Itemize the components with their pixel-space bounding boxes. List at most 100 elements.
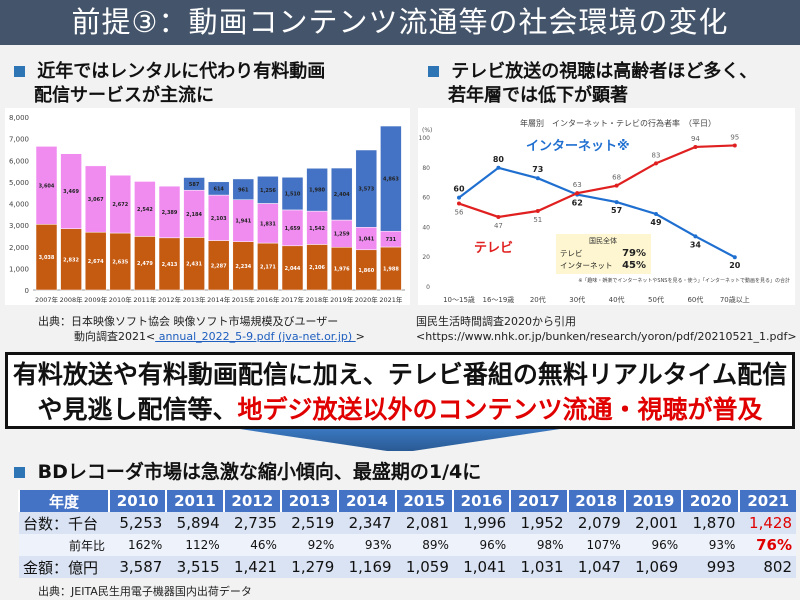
year-header: 2020 (681, 490, 740, 512)
year-header: 2011 (165, 490, 224, 512)
video-market-bar-chart: 0 1,000 2,000 3,000 4,000 5,000 6,000 7,000 8,00… (5, 108, 410, 305)
data-label: 94 (691, 135, 700, 143)
x-tick-label: 50代 (648, 295, 664, 304)
chart-title: 年層別 インターネット・テレビの行為者率 （平日） (520, 118, 716, 128)
year-header: 2017 (509, 490, 568, 512)
x-tick-label: 2012年 (158, 295, 182, 304)
data-label: 2,672 (112, 202, 128, 208)
data-label: 60 (453, 185, 465, 194)
y-tick-label: 20 (422, 254, 430, 261)
data-point (614, 183, 619, 188)
data-point (535, 176, 540, 181)
table-cell: 107% (567, 534, 625, 556)
x-tick-label: 2017年 (281, 295, 305, 304)
data-label: 2,404 (334, 192, 350, 198)
table-cell: 93% (338, 534, 396, 556)
x-tick-label: 2007年 (35, 295, 59, 304)
year-header: 2016 (451, 490, 511, 512)
x-tick-label: 2011年 (133, 295, 157, 304)
right-heading-line2: 若年層では低下が顕著 (448, 85, 628, 106)
x-tick-label: 60代 (687, 295, 703, 304)
data-label: 4,863 (383, 177, 399, 183)
x-tick-label: 2013年 (183, 295, 207, 304)
bullet-icon (14, 66, 25, 77)
bar-rental (35, 146, 58, 225)
bd-source: 出典：JEITA民生用電子機器国内出荷データ (38, 585, 252, 598)
right-heading: テレビ放送の視聴は高齢者ほど多く、 若年層では低下が顕著 (428, 60, 757, 108)
legend-tv: テレビ (474, 240, 513, 256)
left-heading-line2: 配信サービスが主流に (34, 85, 214, 106)
y-tick-label: 80 (422, 165, 430, 172)
table-cell: 1,059 (395, 556, 453, 578)
table-cell: 802 (739, 556, 796, 578)
annotation-value: 79% (622, 248, 646, 259)
bar-rental (109, 174, 132, 234)
legend-internet: インターネット※ (526, 139, 630, 154)
data-label: 1,980 (309, 188, 325, 194)
data-label: 3,038 (39, 255, 55, 261)
data-label: 3,067 (88, 197, 104, 203)
x-tick-label: 30代 (569, 295, 585, 304)
right-source: 国民生活時間調査2020から引用 <https://www.nhk.or.jp/… (416, 314, 797, 344)
data-label: 1,542 (309, 226, 325, 232)
slide-title: 前提③：動画コンテンツ流通等の社会環境の変化 (0, 0, 800, 45)
data-label: 2,431 (186, 262, 202, 268)
y-tick-label: 8,000 (9, 114, 29, 122)
data-label: 73 (532, 165, 543, 174)
annotation-label: インターネット (560, 261, 613, 270)
table-cell: 1,169 (338, 556, 396, 578)
data-label: 1,976 (334, 267, 350, 273)
y-tick-label: 3,000 (9, 222, 29, 230)
data-point (732, 255, 737, 260)
right-heading-line1: テレビ放送の視聴は高齢者ほど多く、 (451, 61, 758, 82)
data-label: 2,389 (162, 210, 178, 216)
data-point (693, 144, 698, 149)
table-cell: 1,041 (452, 556, 511, 578)
data-label: 1,988 (383, 267, 399, 273)
table-cell: 1,952 (510, 512, 568, 534)
bar-streaming (330, 167, 353, 221)
x-tick-label: 2021年 (379, 295, 403, 304)
y-tick-label: 1,000 (9, 265, 29, 273)
data-label: 80 (493, 155, 505, 164)
bar-streaming (380, 125, 402, 232)
data-label: 2,674 (88, 259, 104, 265)
right-source-line1: 国民生活時間調査2020から引用 (416, 315, 576, 328)
table-cell: 96% (624, 534, 683, 556)
x-tick-label: 2014年 (207, 295, 231, 304)
table-row: 前年比 162% 112% 46% 92% 93% 89% 96% 98% 107% 96% 93% 7… (19, 534, 796, 556)
y-tick-label: 40 (422, 224, 430, 231)
table-cell: 2,519 (280, 512, 339, 534)
data-label: 95 (730, 133, 739, 141)
right-source-line2: <https://www.nhk.or.jp/bunken/research/y… (416, 330, 797, 343)
y-tick-label: 0 (25, 287, 29, 295)
x-tick-label: 70歳以上 (720, 295, 750, 304)
table-cell: 98% (510, 534, 568, 556)
table-cell: 993 (682, 556, 740, 578)
data-label: 2,287 (211, 263, 227, 269)
table-cell: 2,735 (223, 512, 281, 534)
data-label: 1,510 (285, 192, 301, 198)
y-tick-label: 5,000 (9, 179, 29, 187)
bd-heading-text: BDレコーダ市場は急激な縮小傾向、最盛期の1/4に (37, 461, 482, 483)
source-link[interactable]: annual_2022_5-9.pdf (jva-net.or.jp) (155, 330, 356, 343)
data-label: 2,635 (112, 260, 128, 266)
table-cell: 89% (395, 534, 453, 556)
year-header: 2018 (566, 490, 625, 512)
table-cell: 5,894 (166, 512, 224, 534)
data-label: 961 (238, 187, 249, 193)
data-label: 83 (652, 151, 661, 159)
table-cell: 3,587 (109, 556, 167, 578)
table-cell: 2,079 (567, 512, 625, 534)
left-source-suffix: > (355, 330, 365, 343)
data-label: 2,542 (137, 207, 153, 213)
data-label: 2,413 (162, 262, 178, 268)
data-point (457, 201, 461, 206)
y-tick-label: 0 (426, 284, 430, 291)
y-tick-label: 2,000 (9, 244, 29, 252)
data-point (654, 161, 658, 166)
year-header: 2010 (107, 490, 167, 512)
table-cell: 3,515 (166, 556, 224, 578)
x-tick-label: 2009年 (84, 295, 108, 304)
table-cell: 76% (739, 534, 796, 556)
